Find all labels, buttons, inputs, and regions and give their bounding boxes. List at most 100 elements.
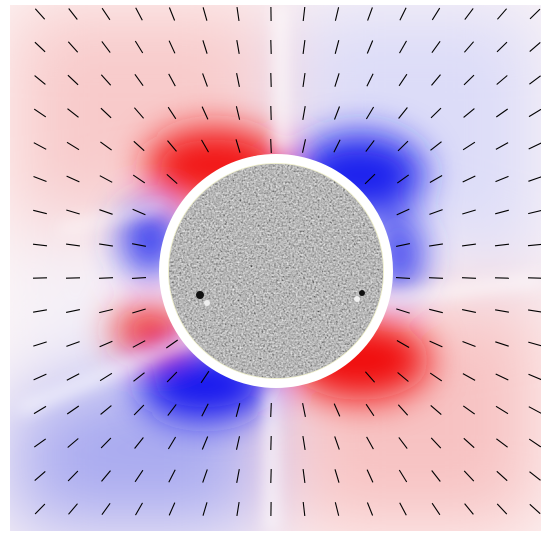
field-vector (430, 107, 442, 119)
field-vectors (32, 6, 541, 517)
active-region (359, 290, 365, 296)
field-vector (168, 7, 176, 21)
field-vector (365, 140, 375, 152)
field-vector (132, 208, 146, 216)
field-vector (364, 173, 376, 185)
field-vector (528, 438, 541, 448)
streamers (18, 5, 541, 531)
field-vector (429, 175, 443, 183)
field-vector (99, 175, 113, 183)
field-vector (463, 470, 475, 482)
field-vector (67, 470, 79, 482)
field-vector (236, 468, 240, 484)
field-vector (366, 502, 374, 516)
field-vector (333, 403, 341, 417)
field-vector (334, 40, 340, 54)
field-vector (99, 243, 113, 247)
field-vector (134, 469, 144, 483)
polarization-map (10, 5, 541, 531)
field-vector (398, 469, 408, 483)
field-vector (529, 503, 541, 515)
field-vector (430, 404, 442, 416)
field-vector (166, 173, 178, 185)
field-vector (528, 142, 541, 150)
field-vector (33, 405, 47, 415)
field-vector (462, 340, 476, 348)
field-vector (496, 8, 508, 20)
field-vector (528, 406, 541, 414)
field-vector (32, 243, 48, 247)
disk-granulation (169, 164, 383, 378)
field-vector (333, 106, 341, 120)
field-vector (66, 405, 80, 415)
field-vector (302, 6, 306, 22)
field-vector (202, 73, 208, 87)
field-vector (165, 339, 179, 349)
field-vector (235, 436, 241, 450)
field-vector (132, 340, 146, 348)
field-vector (99, 372, 113, 382)
field-vector (429, 308, 443, 314)
field-vector (495, 142, 509, 150)
field-vector (496, 41, 508, 53)
field-vector (528, 210, 541, 215)
streamer-right (379, 276, 541, 304)
field-vector (495, 209, 509, 215)
field-vector (236, 72, 240, 88)
field-vector (529, 41, 541, 53)
field-vector (462, 405, 476, 415)
field-vector (67, 74, 79, 86)
field-vector (99, 340, 113, 348)
field-vector (462, 243, 476, 247)
field-vector (101, 502, 111, 516)
field-vector (429, 340, 443, 348)
field-vector (431, 502, 441, 516)
field-vector (366, 436, 374, 450)
solar-disk (169, 164, 383, 378)
field-vector (202, 7, 208, 21)
field-vector (270, 402, 272, 418)
field-vector (33, 175, 47, 183)
field-vector (167, 404, 177, 416)
field-vector (166, 371, 178, 383)
field-vector (302, 469, 306, 483)
field-vector (431, 40, 441, 54)
field-vector (66, 175, 80, 183)
field-vector (134, 73, 144, 87)
field-vector (463, 74, 475, 86)
field-vector (463, 437, 475, 449)
field-vector (333, 139, 341, 153)
field-vector (135, 502, 143, 516)
field-vector (397, 372, 409, 382)
field-vector (396, 308, 410, 314)
field-vector (132, 308, 146, 314)
field-vector (67, 41, 79, 53)
field-vector (98, 277, 114, 279)
field-vector (33, 142, 47, 150)
field-vector (397, 404, 409, 416)
field-vector (364, 371, 376, 383)
field-vector (430, 141, 442, 151)
field-vector (168, 469, 176, 483)
field-vector (34, 41, 46, 53)
field-vector (66, 209, 80, 215)
field-vector (66, 141, 80, 151)
field-vector (201, 436, 209, 450)
field-vector (334, 469, 340, 483)
field-vector (463, 108, 475, 118)
field-vector (236, 7, 240, 21)
field-vector (236, 40, 240, 54)
field-vector (235, 106, 241, 120)
field-vector (366, 73, 374, 87)
field-vector (201, 403, 209, 417)
field-vector (100, 74, 112, 86)
field-vector (496, 438, 508, 448)
field-vector (334, 73, 340, 87)
active-region (204, 300, 210, 306)
field-vector (366, 40, 374, 54)
field-vector (133, 140, 145, 152)
field-vector (528, 108, 541, 118)
field-vector (236, 502, 240, 516)
field-vector (167, 436, 177, 450)
field-vector (462, 141, 476, 151)
